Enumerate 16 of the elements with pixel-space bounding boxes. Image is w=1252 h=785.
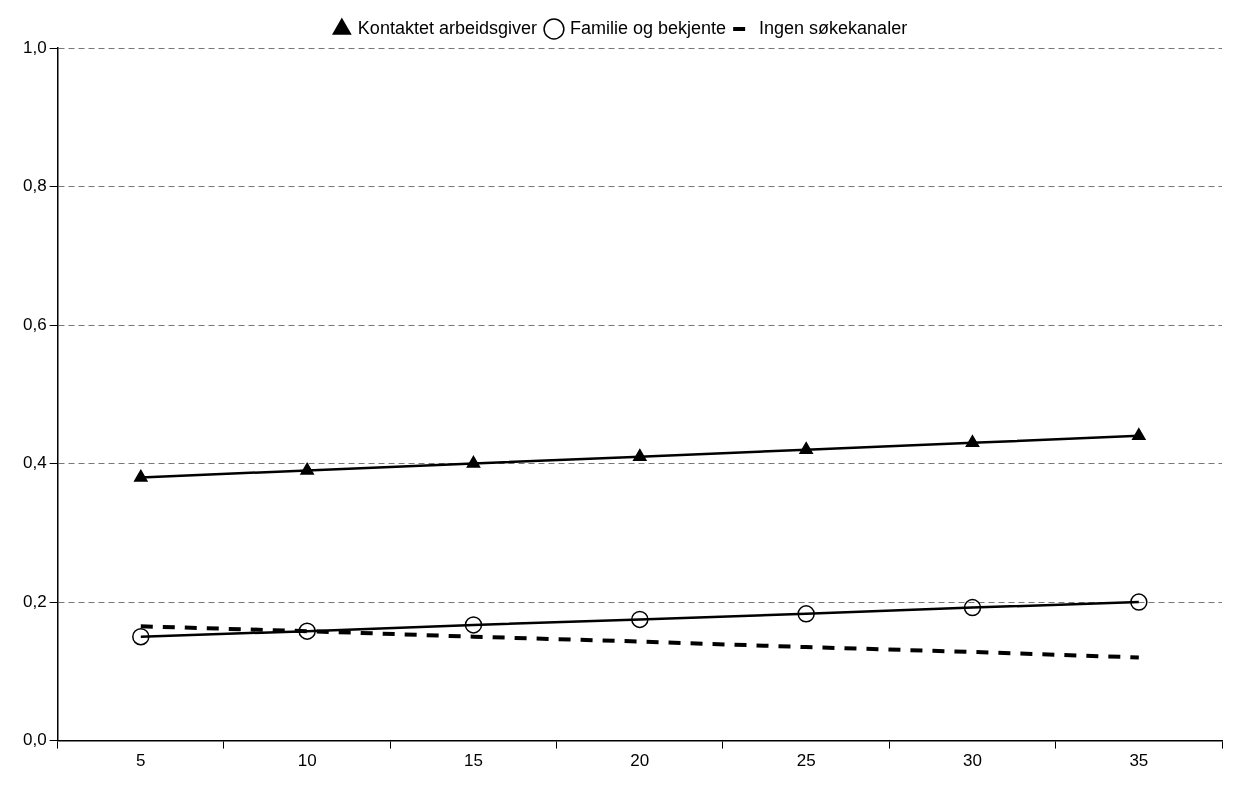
legend-label: Kontaktet arbeidsgiver bbox=[357, 17, 537, 38]
x-tick-label: 25 bbox=[796, 751, 816, 771]
x-tick-label: 15 bbox=[464, 751, 483, 771]
legend-label: Familie og bekjente bbox=[569, 17, 727, 38]
x-tick-label: 10 bbox=[297, 751, 317, 771]
x-tick-label: 5 bbox=[136, 751, 146, 771]
y-tick-label: 0,4 bbox=[22, 453, 47, 473]
y-tick-label: 0,8 bbox=[22, 176, 47, 196]
y-tick-label: 0,0 bbox=[22, 730, 47, 750]
x-tick-label: 20 bbox=[630, 751, 650, 771]
y-tick-label: 0,6 bbox=[22, 314, 47, 334]
x-tick-label: 35 bbox=[1129, 751, 1149, 771]
y-tick-label: 0,2 bbox=[22, 591, 47, 611]
y-tick-label: 1,0 bbox=[22, 37, 47, 57]
legend-label: Ingen søkekanaler bbox=[759, 17, 908, 38]
x-tick-label: 30 bbox=[963, 751, 982, 771]
